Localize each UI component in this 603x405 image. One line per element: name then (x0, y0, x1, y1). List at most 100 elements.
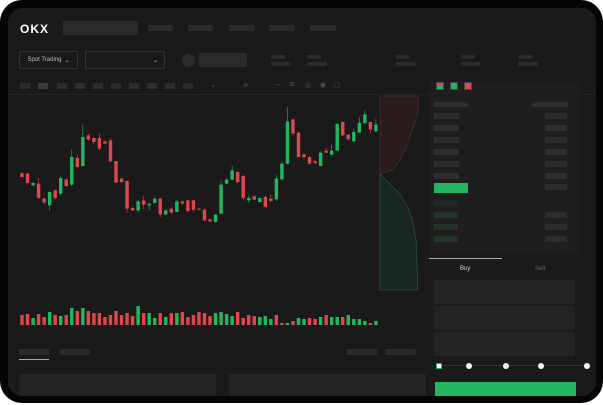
candle-body (125, 181, 129, 209)
last-price (434, 183, 468, 193)
nav-item[interactable] (229, 25, 255, 31)
drawing-icon[interactable]: ⊳ (243, 82, 249, 89)
price-input[interactable] (434, 280, 575, 304)
volume-bar (280, 323, 284, 325)
candle-body (130, 208, 135, 211)
ask-price (434, 125, 459, 131)
volume-bar (158, 313, 162, 325)
book-bids-icon[interactable] (450, 82, 458, 90)
candle-body (53, 190, 57, 198)
indicator-icon[interactable]: ⌄ (210, 82, 216, 89)
volume-bar (81, 308, 85, 325)
stat-value (307, 62, 327, 66)
ask-size (545, 173, 567, 179)
volume-bar (147, 313, 151, 325)
filter-button[interactable] (386, 349, 416, 355)
stat-value (461, 62, 481, 66)
tab-buy[interactable]: Buy (460, 266, 471, 272)
volume-bar (224, 314, 229, 325)
filter-button[interactable] (347, 349, 377, 355)
fullscreen-icon[interactable]: ▢ (334, 82, 341, 89)
book-both-icon[interactable] (436, 82, 444, 90)
volume-bar (346, 315, 350, 325)
candlestick-chart[interactable] (8, 8, 596, 396)
amount-input[interactable] (434, 306, 575, 330)
ask-size (545, 137, 567, 143)
timeframe-button[interactable] (93, 83, 103, 89)
slider-stop[interactable] (538, 363, 544, 369)
ask-price (434, 161, 459, 167)
volume-bar (313, 319, 317, 325)
wave-icon[interactable]: ∼ (275, 82, 281, 89)
nav-item[interactable] (148, 25, 173, 31)
stat-value (396, 62, 416, 66)
timeframe-button[interactable] (147, 83, 157, 89)
volume-bar (318, 317, 323, 325)
volume-bar (235, 312, 240, 325)
slider-stop[interactable] (584, 363, 590, 369)
volume-bar (108, 315, 113, 325)
ruler-icon[interactable]: ⧄ (290, 81, 295, 88)
candle-body (42, 198, 46, 203)
volume-bar (180, 312, 185, 325)
volume-bar (191, 315, 196, 325)
buy-tab-underline (429, 258, 502, 259)
spot-trading-dropdown[interactable]: Spot Trading ⌄ (19, 51, 78, 69)
timeframe-button[interactable] (111, 83, 121, 89)
volume-bar (70, 308, 74, 325)
candle-body (180, 201, 185, 204)
timeframe-button[interactable] (165, 83, 175, 89)
orders-panel (19, 374, 216, 396)
book-asks-icon[interactable] (464, 82, 472, 90)
tab-underline (19, 359, 49, 360)
tab-open-orders[interactable] (19, 349, 49, 355)
volume-bar (53, 315, 57, 325)
candle-body (241, 176, 245, 198)
pair-dropdown[interactable]: ⌄ (85, 51, 165, 69)
candle-body (363, 114, 367, 123)
timeframe-button[interactable] (75, 83, 85, 89)
slider-stop[interactable] (503, 363, 509, 369)
candle-body (136, 201, 140, 211)
pair-name (199, 53, 247, 67)
volume-bar (352, 319, 356, 325)
volume-bar (164, 317, 168, 325)
ask-size (545, 184, 567, 190)
volume-bar (86, 311, 91, 325)
nav-item[interactable] (269, 25, 295, 31)
ask-size (545, 125, 567, 131)
candle-body (352, 132, 356, 142)
volume-bar (47, 312, 52, 325)
buy-button[interactable] (435, 382, 576, 396)
timeframe-button[interactable] (183, 83, 193, 89)
nav-item[interactable] (188, 25, 213, 31)
camera-icon[interactable]: ◎ (305, 82, 312, 89)
slider-stop[interactable] (466, 363, 472, 369)
volume-bar (208, 316, 212, 325)
total-input[interactable] (434, 332, 575, 356)
slider-track[interactable] (439, 365, 589, 366)
volume-bar (153, 318, 157, 325)
search-bar[interactable] (63, 21, 138, 35)
timeframe-button[interactable] (20, 83, 30, 89)
volume-bar (75, 311, 79, 325)
volume-bar (36, 314, 41, 325)
settings-icon[interactable]: ◉ (320, 82, 327, 89)
candle-body (92, 138, 96, 142)
slider-handle[interactable] (436, 363, 442, 369)
bid-price (434, 236, 458, 242)
candle-body (296, 132, 301, 157)
timeframe-button[interactable] (57, 83, 67, 89)
candle-body (318, 152, 323, 166)
candle-body (274, 178, 279, 200)
tab-sell[interactable]: Sell (535, 266, 546, 272)
book-header (532, 102, 568, 107)
candle-body (25, 173, 30, 183)
depth-bids-area (379, 173, 419, 291)
timeframe-button[interactable] (38, 83, 48, 89)
tab-history[interactable] (60, 349, 90, 355)
candle-body (202, 209, 207, 221)
timeframe-button[interactable] (129, 83, 139, 89)
candle-body (47, 192, 52, 206)
nav-item[interactable] (310, 25, 336, 31)
